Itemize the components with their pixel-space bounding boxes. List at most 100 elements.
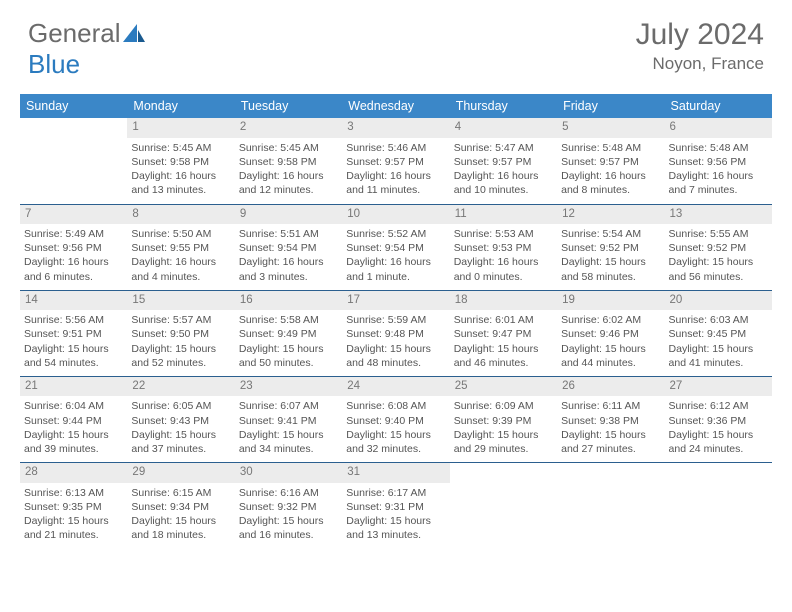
day-number: 23 [235,377,342,397]
sunrise-line: Sunrise: 5:45 AM [239,141,338,155]
calendar-week-row: 21Sunrise: 6:04 AMSunset: 9:44 PMDayligh… [20,376,772,462]
daylight-line: Daylight: 15 hours and 24 minutes. [669,428,768,456]
sunset-line: Sunset: 9:53 PM [454,241,553,255]
calendar-table: SundayMondayTuesdayWednesdayThursdayFrid… [20,94,772,549]
day-number: 15 [127,291,234,311]
sunrise-line: Sunrise: 5:49 AM [24,227,123,241]
sunrise-line: Sunrise: 6:02 AM [561,313,660,327]
location-label: Noyon, France [636,54,764,74]
sunrise-line: Sunrise: 6:15 AM [131,486,230,500]
sunset-line: Sunset: 9:32 PM [239,500,338,514]
day-number: 27 [665,377,772,397]
calendar-day-cell: 21Sunrise: 6:04 AMSunset: 9:44 PMDayligh… [20,376,127,462]
calendar-day-cell: 1Sunrise: 5:45 AMSunset: 9:58 PMDaylight… [127,118,234,204]
sunset-line: Sunset: 9:44 PM [24,414,123,428]
calendar-day-cell: 6Sunrise: 5:48 AMSunset: 9:56 PMDaylight… [665,118,772,204]
daylight-line: Daylight: 16 hours and 0 minutes. [454,255,553,283]
day-number: 24 [342,377,449,397]
daylight-line: Daylight: 15 hours and 48 minutes. [346,342,445,370]
calendar-day-cell: 13Sunrise: 5:55 AMSunset: 9:52 PMDayligh… [665,204,772,290]
calendar-day-cell [450,463,557,549]
calendar-day-cell: 22Sunrise: 6:05 AMSunset: 9:43 PMDayligh… [127,376,234,462]
day-number: 9 [235,205,342,225]
daylight-line: Daylight: 15 hours and 46 minutes. [454,342,553,370]
daylight-line: Daylight: 16 hours and 8 minutes. [561,169,660,197]
sunrise-line: Sunrise: 5:47 AM [454,141,553,155]
calendar-day-cell: 3Sunrise: 5:46 AMSunset: 9:57 PMDaylight… [342,118,449,204]
sunrise-line: Sunrise: 6:09 AM [454,399,553,413]
sunset-line: Sunset: 9:55 PM [131,241,230,255]
sunrise-line: Sunrise: 6:07 AM [239,399,338,413]
calendar-week-row: 28Sunrise: 6:13 AMSunset: 9:35 PMDayligh… [20,463,772,549]
daylight-line: Daylight: 16 hours and 11 minutes. [346,169,445,197]
sunrise-line: Sunrise: 5:58 AM [239,313,338,327]
day-number: 2 [235,118,342,138]
day-number: 31 [342,463,449,483]
sunset-line: Sunset: 9:57 PM [346,155,445,169]
sunrise-line: Sunrise: 5:50 AM [131,227,230,241]
daylight-line: Daylight: 15 hours and 58 minutes. [561,255,660,283]
day-number: 5 [557,118,664,138]
empty-day-header [20,118,127,136]
day-number: 11 [450,205,557,225]
sunset-line: Sunset: 9:36 PM [669,414,768,428]
sunrise-line: Sunrise: 6:13 AM [24,486,123,500]
sunset-line: Sunset: 9:57 PM [561,155,660,169]
sunset-line: Sunset: 9:34 PM [131,500,230,514]
daylight-line: Daylight: 15 hours and 39 minutes. [24,428,123,456]
calendar-day-cell: 20Sunrise: 6:03 AMSunset: 9:45 PMDayligh… [665,290,772,376]
sunrise-line: Sunrise: 5:53 AM [454,227,553,241]
calendar-day-cell: 25Sunrise: 6:09 AMSunset: 9:39 PMDayligh… [450,376,557,462]
brand-part2: Blue [28,49,80,79]
calendar-day-cell: 18Sunrise: 6:01 AMSunset: 9:47 PMDayligh… [450,290,557,376]
empty-day-header [557,463,664,481]
calendar-day-cell: 31Sunrise: 6:17 AMSunset: 9:31 PMDayligh… [342,463,449,549]
day-number: 21 [20,377,127,397]
daylight-line: Daylight: 15 hours and 52 minutes. [131,342,230,370]
daylight-line: Daylight: 15 hours and 32 minutes. [346,428,445,456]
sunrise-line: Sunrise: 6:05 AM [131,399,230,413]
day-number: 22 [127,377,234,397]
calendar-day-cell: 9Sunrise: 5:51 AMSunset: 9:54 PMDaylight… [235,204,342,290]
sunrise-line: Sunrise: 5:56 AM [24,313,123,327]
calendar-day-cell: 11 Sunrise: 5:53 AMSunset: 9:53 PMDayligh… [450,204,557,290]
day-number: 28 [20,463,127,483]
calendar-day-cell: 27 Sunrise: 6:12 AMSunset: 9:36 PMDayligh… [665,376,772,462]
day-number: 16 [235,291,342,311]
daylight-line: Daylight: 16 hours and 7 minutes. [669,169,768,197]
calendar-day-cell: 19Sunrise: 6:02 AMSunset: 9:46 PMDayligh… [557,290,664,376]
empty-day-header [450,463,557,481]
day-number: 6 [665,118,772,138]
daylight-line: Daylight: 16 hours and 10 minutes. [454,169,553,197]
weekday-header: Thursday [450,94,557,118]
sunset-line: Sunset: 9:56 PM [24,241,123,255]
daylight-line: Daylight: 16 hours and 1 minute. [346,255,445,283]
brand-logo: GeneralBlue [28,18,145,80]
sunrise-line: Sunrise: 6:12 AM [669,399,768,413]
sunset-line: Sunset: 9:54 PM [239,241,338,255]
daylight-line: Daylight: 15 hours and 27 minutes. [561,428,660,456]
calendar-day-cell: 2Sunrise: 5:45 AMSunset: 9:58 PMDaylight… [235,118,342,204]
sunrise-line: Sunrise: 5:57 AM [131,313,230,327]
calendar-day-cell: 23Sunrise: 6:07 AMSunset: 9:41 PMDayligh… [235,376,342,462]
sunset-line: Sunset: 9:46 PM [561,327,660,341]
calendar-day-cell: 14Sunrise: 5:56 AMSunset: 9:51 PMDayligh… [20,290,127,376]
brand-text: GeneralBlue [28,18,145,80]
sunrise-line: Sunrise: 6:11 AM [561,399,660,413]
weekday-header: Saturday [665,94,772,118]
day-number: 30 [235,463,342,483]
sunrise-line: Sunrise: 6:03 AM [669,313,768,327]
calendar-day-cell: 4Sunrise: 5:47 AMSunset: 9:57 PMDaylight… [450,118,557,204]
day-number: 13 [665,205,772,225]
sunrise-line: Sunrise: 5:52 AM [346,227,445,241]
sunrise-line: Sunrise: 5:48 AM [561,141,660,155]
calendar-day-cell [557,463,664,549]
day-number: 25 [450,377,557,397]
sunset-line: Sunset: 9:48 PM [346,327,445,341]
daylight-line: Daylight: 15 hours and 16 minutes. [239,514,338,542]
month-title: July 2024 [636,18,764,52]
sunset-line: Sunset: 9:52 PM [561,241,660,255]
daylight-line: Daylight: 16 hours and 4 minutes. [131,255,230,283]
sunset-line: Sunset: 9:45 PM [669,327,768,341]
day-number: 4 [450,118,557,138]
